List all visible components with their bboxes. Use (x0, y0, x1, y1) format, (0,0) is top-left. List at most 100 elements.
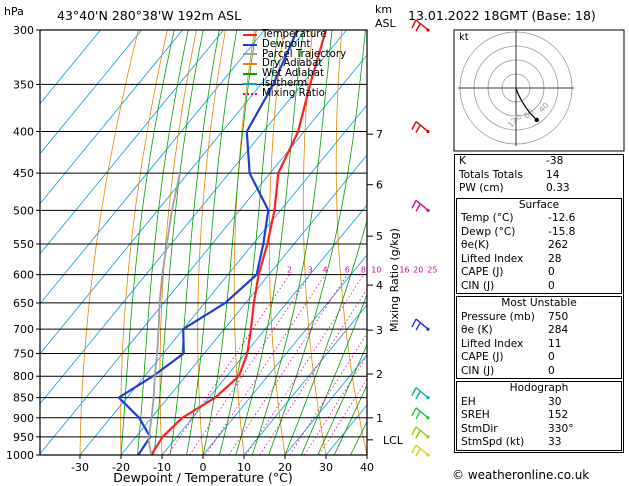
wind-barb (411, 199, 430, 212)
wet-adiabat-line (137, 30, 189, 455)
y-tick-label: 700 (13, 323, 34, 336)
hodograph-index-title: Hodograph (509, 382, 569, 394)
legend-label: Isotherm (262, 77, 308, 89)
index-row: Totals Totals 14 (455, 169, 623, 183)
index-value: 30 (548, 395, 562, 408)
index-row: Lifted Index 11 (457, 338, 621, 352)
wind-barb-flag (411, 387, 417, 396)
isotherm-line (284, 354, 367, 455)
hpa-unit: hPa (4, 5, 24, 18)
wind-barb (411, 407, 430, 420)
wind-barb-shaft (415, 387, 429, 399)
wind-barb (411, 318, 430, 331)
index-row: θe (K) 284 (457, 324, 621, 338)
km-tick-label: 5 (376, 230, 383, 243)
asl-unit: ASL (375, 17, 397, 30)
km-tick-label: LCL (383, 434, 404, 447)
isotherm-line (40, 30, 142, 155)
mixing-ratio-label: 3 (308, 266, 313, 275)
most-unstable-box: Most Unstable Pressure (mb) 750 θe (K) 284 L… (456, 296, 622, 379)
index-key: Temp (°C) (461, 212, 514, 224)
wind-barb-flag (415, 430, 421, 439)
index-key: Lifted Index (461, 337, 524, 350)
index-key: CIN (J) (461, 364, 495, 377)
x-tick-label: -30 (71, 461, 89, 474)
isotherm-line (202, 254, 367, 455)
isotherm-line (40, 30, 265, 305)
index-row: Lifted Index 28 (457, 253, 621, 267)
legend-label: Dry Adiabat (262, 58, 323, 70)
y-tick-label: 350 (13, 78, 34, 91)
isotherm-line (161, 204, 367, 455)
wind-barb-flag (411, 426, 417, 436)
legend-item: Dry Adiabat (243, 59, 346, 69)
wind-barb-shaft (415, 318, 429, 330)
y-tick-label: 650 (13, 297, 34, 310)
legend-item: Mixing Ratio (243, 88, 346, 99)
wind-barb (411, 19, 430, 32)
index-key: θe(K) (461, 239, 490, 251)
index-key: Lifted Index (461, 252, 524, 265)
wind-barb-shaft (415, 199, 429, 211)
surface-box: Surface Temp (°C) -12.6 Dewp (°C) -15.8 θe(K… (456, 197, 622, 294)
index-value: 152 (548, 409, 569, 421)
x-axis-label: Dewpoint / Temperature (°C) (113, 470, 292, 485)
x-tick-label: 40 (360, 461, 374, 474)
wind-barb-shaft (415, 19, 429, 31)
km-tick-label: 7 (376, 128, 383, 141)
wind-barb-flag (415, 203, 421, 212)
legend-swatch (243, 82, 257, 85)
y-tick-label: 1000 (6, 449, 34, 462)
index-row: SREH 152 (457, 409, 621, 423)
wind-barb-flag (411, 318, 417, 328)
index-value: -15.8 (548, 225, 576, 238)
hodograph-unit: kt (459, 32, 469, 43)
y-tick-label: 550 (13, 238, 34, 251)
km-tick-label: 6 (376, 179, 383, 192)
wind-barb-flag (415, 322, 421, 331)
mixing-ratio-label: 2 (287, 266, 292, 275)
wind-barb (411, 121, 430, 134)
index-value: 750 (548, 310, 569, 323)
wind-barb-dot (426, 453, 430, 457)
index-value: -38 (546, 155, 564, 167)
index-row: Temp (°C) -12.6 (457, 212, 621, 226)
most-unstable-title: Most Unstable (501, 297, 577, 309)
index-row: StmSpd (kt) 33 (457, 436, 621, 450)
wind-barb-flag (415, 411, 421, 420)
mixing-ratio-label: 20 (413, 266, 423, 275)
isotherm-line (40, 30, 183, 205)
index-row: Dewp (°C) -15.8 (457, 226, 621, 240)
mixing-ratio-line (189, 274, 311, 455)
y-tick-label: 750 (13, 347, 34, 360)
index-value: 0 (548, 364, 555, 377)
storm-motion-dot (534, 117, 539, 123)
dry-adiabat-line (399, 30, 449, 455)
km-unit: km (375, 3, 392, 16)
index-key: SREH (461, 409, 490, 421)
profile-dewpoint (117, 30, 299, 455)
x-tick-label: 30 (319, 461, 333, 474)
index-value: 33 (548, 436, 562, 448)
mixing-ratio-label: 16 (399, 266, 409, 275)
km-tick-label: 2 (376, 368, 383, 381)
index-row: Pressure (mb) 750 (457, 311, 621, 325)
legend-label: Dewpoint (262, 38, 311, 50)
y-tick-label: 800 (13, 370, 34, 383)
index-value: -12.6 (548, 212, 576, 224)
index-key: Dewp (°C) (461, 225, 516, 238)
wind-barb-dot (426, 396, 430, 400)
isotherm-line (40, 30, 224, 255)
profile-temperature (150, 30, 328, 455)
mixing-ratio-line (245, 274, 364, 455)
index-row: CAPE (J) 0 (457, 351, 621, 365)
y-tick-label: 500 (13, 204, 34, 217)
index-key: CAPE (J) (461, 266, 504, 278)
profile-parcel-trajectory (147, 172, 181, 455)
hodograph-index-box: Hodograph EH 30 SREH 152 StmDir 330° StmSpd (k… (456, 381, 622, 451)
mixing-ratio-label: 8 (361, 266, 366, 275)
isotherm-line (40, 54, 367, 455)
isotherm-line (40, 30, 101, 105)
